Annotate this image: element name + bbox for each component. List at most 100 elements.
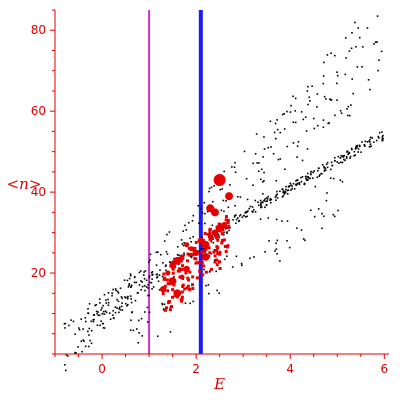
lower-band-point (247, 210, 249, 212)
lower-band-point (288, 246, 291, 249)
upper-band-point (305, 130, 308, 132)
lower-band-point (283, 193, 286, 195)
upper-band-point (361, 46, 364, 48)
highlight-point (227, 224, 231, 228)
highlight-point (170, 265, 174, 269)
lower-band-point (265, 200, 267, 203)
lower-band-point (162, 309, 165, 311)
lower-band-point (161, 302, 163, 305)
upper-band-point (124, 296, 126, 298)
lower-band-point (309, 177, 311, 180)
upper-band-point (147, 283, 149, 286)
upper-band-point (201, 211, 204, 214)
upper-band-point (219, 188, 222, 191)
lower-band-point (143, 284, 146, 287)
x-tick-label: 6 (380, 362, 388, 376)
lower-band-point (150, 271, 153, 274)
lower-band-point (222, 233, 225, 236)
lower-band-point (135, 328, 138, 330)
lower-band-point (295, 180, 297, 182)
lower-band-point (89, 339, 91, 342)
upper-band-point (134, 299, 137, 302)
lower-band-point (321, 212, 323, 215)
lower-band-point (216, 289, 218, 292)
highlight-point (210, 208, 219, 217)
upper-band-point (254, 153, 257, 155)
highlight-point (207, 246, 211, 250)
upper-band-point (256, 162, 259, 164)
lower-band-point (291, 185, 293, 187)
upper-band-point (260, 168, 263, 171)
lower-band-point (276, 253, 278, 255)
lower-band-point (249, 257, 251, 260)
upper-band-point (147, 287, 149, 289)
highlight-point (186, 278, 190, 282)
lower-band-point (225, 226, 227, 228)
upper-band-point (124, 297, 127, 299)
lower-band-point (138, 284, 141, 286)
highlight-point (192, 248, 196, 252)
lower-band-point (259, 199, 262, 202)
upper-band-point (313, 127, 316, 130)
highlight-point (167, 301, 171, 305)
lower-band-point (64, 327, 66, 329)
lower-band-point (66, 355, 69, 357)
lower-band-point (248, 207, 250, 210)
upper-band-point (304, 116, 307, 118)
upper-band-point (355, 45, 357, 48)
highlight-point (188, 252, 192, 256)
lower-band-point (319, 174, 321, 176)
upper-band-point (157, 280, 160, 283)
upper-band-point (166, 253, 169, 255)
highlight-point (175, 291, 179, 295)
lower-band-point (260, 202, 262, 204)
upper-band-point (156, 273, 159, 276)
upper-band-point (234, 205, 236, 207)
lower-band-point (138, 332, 140, 334)
upper-band-point (210, 186, 213, 189)
upper-band-point (340, 112, 343, 114)
lower-band-point (141, 335, 144, 337)
highlight-point (220, 241, 224, 245)
lower-band-point (102, 310, 105, 313)
lower-band-point (217, 233, 220, 236)
lower-band-point (130, 284, 133, 287)
highlight-point (214, 249, 218, 253)
lower-band-point (189, 255, 192, 258)
upper-band-point (176, 253, 179, 256)
lower-band-point (178, 254, 180, 257)
highlight-point (220, 232, 224, 236)
highlight-point (219, 223, 223, 227)
lower-band-point (138, 271, 141, 274)
lower-band-point (83, 340, 85, 343)
lower-band-point (246, 215, 248, 218)
lower-band-point (287, 189, 290, 191)
lower-band-point (236, 217, 239, 219)
upper-band-point (367, 78, 370, 81)
upper-band-point (322, 75, 325, 77)
upper-band-point (376, 15, 379, 17)
lower-band-point (363, 143, 366, 146)
upper-band-point (116, 307, 118, 309)
lower-band-point (68, 324, 70, 327)
lower-band-point (306, 176, 309, 179)
lower-band-point (98, 298, 101, 300)
lower-band-point (290, 184, 292, 187)
lower-band-point (306, 179, 309, 181)
lower-band-point (260, 206, 263, 208)
lower-band-point (275, 194, 277, 197)
lower-band-point (218, 292, 221, 294)
upper-band-point (302, 118, 305, 121)
lower-band-point (173, 257, 175, 260)
lower-band-point (377, 135, 380, 138)
highlight-point (173, 290, 177, 294)
lower-band-point (381, 138, 383, 141)
lower-band-point (354, 148, 357, 150)
highlight-point (216, 251, 220, 255)
upper-band-point (233, 216, 236, 218)
lower-band-point (366, 141, 369, 143)
lower-band-point (80, 340, 83, 343)
upper-band-point (376, 41, 378, 43)
upper-band-point (279, 158, 282, 160)
upper-band-point (148, 276, 151, 279)
